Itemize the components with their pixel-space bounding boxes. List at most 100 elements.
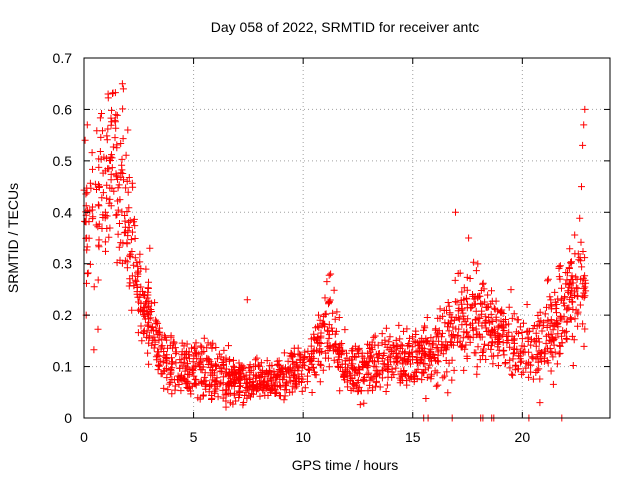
data-point — [294, 350, 302, 358]
data-point — [280, 396, 288, 404]
data-point — [549, 353, 557, 361]
data-point — [506, 356, 514, 364]
data-point — [168, 390, 176, 398]
data-point — [527, 341, 535, 349]
data-point — [482, 324, 490, 332]
data-point — [568, 258, 575, 266]
data-point — [215, 350, 223, 358]
data-point — [556, 342, 564, 350]
data-point — [543, 324, 551, 331]
data-point — [520, 342, 528, 350]
data-point — [203, 356, 211, 364]
data-point — [449, 331, 457, 338]
data-point — [189, 364, 197, 372]
data-point — [558, 339, 566, 347]
data-point — [111, 134, 119, 142]
data-point — [246, 361, 254, 369]
data-point — [103, 212, 111, 220]
data-point — [325, 334, 333, 342]
data-point — [571, 231, 579, 239]
data-point — [144, 349, 152, 357]
data-point — [494, 336, 502, 343]
data-point — [276, 382, 284, 389]
data-point — [558, 332, 565, 340]
data-point — [159, 358, 167, 366]
data-point — [121, 212, 129, 219]
data-point — [448, 339, 456, 346]
data-point — [131, 235, 139, 242]
data-point — [481, 298, 489, 306]
data-point — [275, 357, 283, 365]
data-point — [429, 341, 436, 349]
data-point — [451, 276, 459, 284]
data-point — [368, 343, 376, 351]
data-point — [280, 349, 288, 357]
data-point — [86, 260, 94, 268]
data-point — [188, 344, 195, 352]
data-point — [328, 324, 336, 332]
data-point — [266, 362, 274, 370]
data-point — [581, 325, 589, 333]
data-point — [374, 357, 382, 365]
data-point — [281, 386, 289, 394]
data-point — [507, 286, 515, 294]
data-point — [535, 365, 543, 373]
data-point — [568, 294, 576, 301]
data-point — [83, 121, 91, 129]
data-point — [230, 391, 238, 399]
chart-title: Day 058 of 2022, SRMTID for receiver ant… — [211, 19, 479, 35]
data-point — [387, 344, 395, 352]
data-point — [256, 362, 264, 370]
data-point — [114, 184, 122, 192]
data-point — [144, 285, 152, 292]
data-point — [282, 379, 290, 387]
data-point — [547, 316, 555, 324]
data-point — [552, 319, 560, 327]
data-point — [314, 357, 322, 365]
data-point — [230, 369, 238, 377]
data-point — [533, 351, 541, 358]
data-point — [428, 370, 435, 378]
data-point — [549, 322, 557, 330]
data-point — [438, 333, 446, 341]
data-point — [323, 278, 331, 286]
data-point — [95, 243, 103, 251]
data-point — [363, 358, 371, 366]
data-point — [252, 356, 259, 364]
data-point — [90, 283, 98, 291]
data-point — [427, 345, 435, 353]
data-point — [108, 154, 116, 162]
data-point — [485, 303, 493, 311]
data-point — [580, 121, 588, 129]
data-point — [147, 326, 155, 334]
data-point — [443, 307, 450, 314]
data-point — [568, 286, 576, 294]
data-point — [121, 228, 129, 236]
data-point — [372, 350, 380, 358]
data-point — [195, 360, 203, 368]
data-point — [170, 338, 178, 346]
data-point — [351, 366, 359, 374]
data-point — [518, 329, 526, 336]
data-point — [316, 347, 324, 355]
data-point — [277, 369, 284, 377]
data-point — [257, 381, 265, 388]
data-point — [372, 382, 380, 390]
data-point — [225, 379, 233, 387]
data-point — [97, 133, 105, 141]
data-point — [317, 361, 325, 369]
data-point — [99, 127, 106, 135]
data-point — [263, 357, 271, 365]
data-point — [380, 349, 388, 357]
data-point — [253, 385, 261, 392]
data-point — [459, 309, 467, 317]
data-point — [397, 341, 405, 349]
data-point — [95, 236, 103, 244]
data-point — [135, 298, 142, 306]
data-point — [84, 269, 92, 277]
data-point — [217, 379, 225, 387]
data-point — [270, 367, 278, 375]
data-point — [434, 351, 442, 359]
data-point — [113, 259, 121, 267]
data-point — [340, 371, 348, 379]
